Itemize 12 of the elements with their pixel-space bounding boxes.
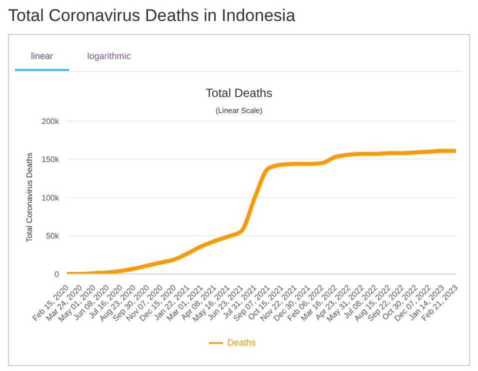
y-tick-label: 150k (42, 155, 60, 164)
y-tick-label: 0 (54, 270, 60, 279)
text: logarithmic (86, 50, 132, 63)
y-axis-title: Total Coronavirus Deaths (24, 152, 34, 242)
text: Total Coronavirus Deaths in Indonesia (8, 6, 296, 27)
text: linear (15, 45, 69, 71)
line-series (65, 148, 458, 274)
y-tick-label: 100k (42, 193, 60, 202)
y-tick-label: 200k (42, 116, 60, 126)
legend-label: Deaths (227, 337, 256, 348)
y-tick-label: 50k (46, 232, 60, 241)
chart-title: Total Deaths (204, 86, 274, 100)
